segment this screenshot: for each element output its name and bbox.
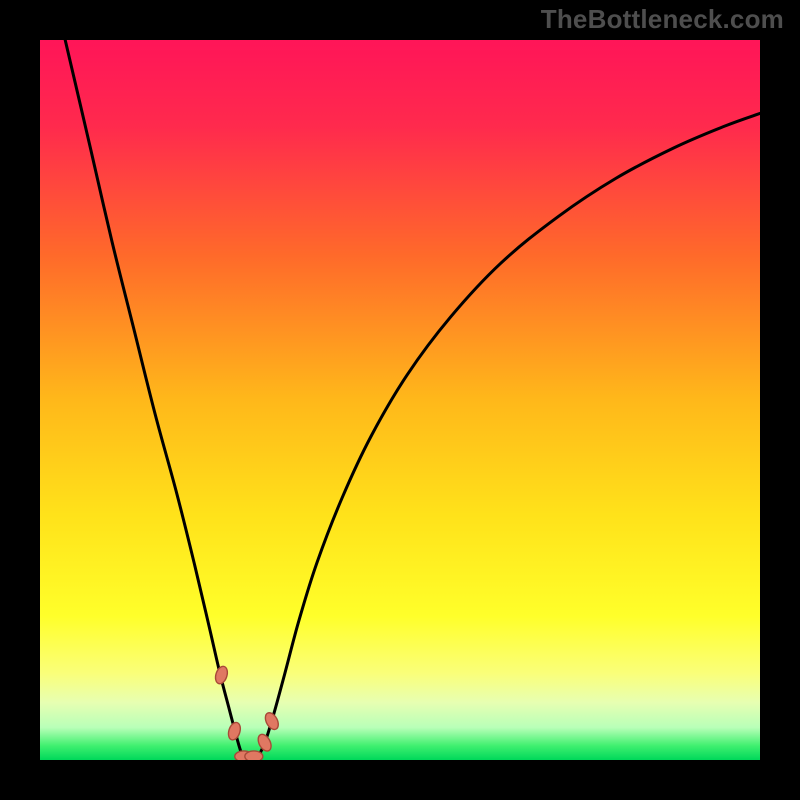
gradient-background [40, 40, 760, 760]
plot-area [40, 40, 760, 760]
curve-marker [245, 751, 263, 760]
stage: TheBottleneck.com [0, 0, 800, 800]
watermark-text: TheBottleneck.com [541, 4, 784, 35]
plot-svg [40, 40, 760, 760]
